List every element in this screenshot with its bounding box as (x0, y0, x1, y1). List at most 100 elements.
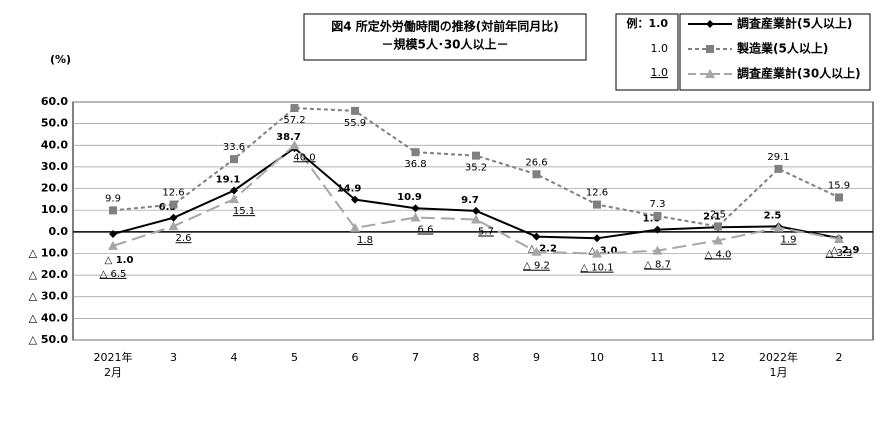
data-point (714, 222, 722, 231)
x-tick-label: 5 (291, 351, 298, 364)
data-point (229, 194, 239, 204)
data-label: 6.5 (159, 202, 177, 213)
x-tick-label: 2 (835, 351, 843, 364)
y-tick-label: △ 40.0 (29, 311, 69, 324)
x-tick-label: 11 (650, 351, 665, 364)
x-tick-label: 3 (170, 351, 177, 364)
data-point (109, 229, 117, 238)
data-point (834, 233, 844, 243)
x-tick-label: 7 (412, 351, 419, 364)
x-tick-label: 2022年 1月 (759, 351, 798, 379)
data-label: △ 2.9 (831, 245, 860, 256)
y-tick-label: 20.0 (41, 182, 68, 195)
series-line (112, 146, 840, 240)
data-point (411, 204, 420, 213)
data-label: △ 9.2 (523, 261, 550, 272)
data-point (411, 148, 420, 157)
data-label: 29.1 (767, 152, 789, 163)
legend-example-box (615, 13, 679, 91)
legend-example: 例：1.0 (627, 16, 669, 30)
y-tick-label: △ 10.0 (29, 246, 69, 259)
data-label: 26.6 (525, 157, 547, 168)
data-point (471, 214, 481, 224)
data-label: △ 1.0 (105, 255, 134, 266)
data-label: △ 3.3 (826, 248, 853, 259)
data-label: 10.9 (397, 192, 422, 203)
data-point (653, 212, 662, 221)
data-point (108, 240, 118, 250)
data-point (652, 245, 663, 255)
y-tick-label: △ 20.0 (29, 268, 69, 281)
data-point (350, 222, 360, 232)
legend-marker (705, 69, 715, 78)
data-label: △ 2.2 (528, 244, 557, 255)
data-label: 2.5 (710, 209, 726, 220)
data-point (410, 212, 421, 222)
data-point (109, 206, 117, 215)
data-point (290, 104, 299, 113)
data-label: △ 3.0 (589, 245, 618, 256)
data-point (653, 225, 662, 234)
data-label: 6.6 (418, 225, 434, 236)
legend-example: 1.0 (651, 66, 669, 79)
data-label: 5.7 (478, 226, 494, 237)
data-label: △ 4.0 (705, 249, 732, 260)
x-tick-label: 10 (590, 351, 604, 364)
data-label: 12.6 (162, 188, 184, 199)
x-tick-label: 4 (230, 351, 238, 364)
data-point (472, 151, 480, 160)
x-tick-label: 9 (533, 351, 540, 364)
data-point (230, 155, 238, 164)
y-tick-label: 30.0 (41, 160, 68, 173)
chart-subtitle: －規模5人･30人以上－ (381, 37, 508, 52)
data-point (472, 206, 480, 215)
data-label: 2.1 (703, 211, 721, 222)
data-label: 7.3 (650, 199, 666, 210)
data-point (351, 106, 359, 115)
data-point (773, 222, 784, 232)
data-label: 55.9 (344, 118, 366, 129)
data-point (593, 234, 601, 243)
data-label: 15.1 (233, 206, 255, 217)
data-label: 36.8 (404, 159, 426, 170)
data-label: △ 8.7 (644, 260, 671, 271)
chart-title: 図4 所定外労働時間の推移(対前年同月比) (331, 19, 559, 34)
data-point (774, 164, 783, 173)
y-tick-label: 50.0 (41, 117, 68, 130)
legend-label: 調査産業計(30人以上) (737, 66, 861, 81)
legend-example: 1.0 (651, 42, 669, 55)
y-tick-label: 0.0 (49, 225, 69, 238)
x-tick-label: 2021年 2月 (93, 351, 133, 379)
x-tick-label: 8 (472, 351, 480, 364)
y-axis-label: (%) (50, 53, 71, 66)
data-label: 40.0 (293, 152, 315, 163)
data-point (593, 200, 601, 209)
data-label: 2.5 (764, 210, 782, 221)
data-label: 33.6 (223, 142, 245, 153)
x-tick-label: 12 (711, 351, 725, 364)
data-label: 57.2 (283, 115, 305, 126)
data-label: 2.6 (176, 233, 192, 244)
data-label: △ 10.1 (580, 263, 613, 274)
data-point (168, 221, 179, 231)
y-tick-label: 60.0 (41, 95, 68, 108)
data-label: 35.2 (465, 163, 487, 174)
data-point (532, 232, 541, 241)
data-label: 1.9 (781, 235, 797, 246)
data-point (230, 186, 238, 195)
data-point (713, 235, 723, 245)
data-point (592, 248, 602, 258)
data-point (289, 140, 300, 150)
data-label: 9.7 (461, 195, 479, 206)
data-label: 1.0 (643, 214, 661, 225)
y-tick-label: 40.0 (41, 138, 68, 151)
legend-label: 製造業(5人以上) (736, 41, 828, 56)
y-tick-label: △ 50.0 (29, 333, 69, 346)
y-tick-label: 10.0 (41, 203, 68, 216)
title-box (303, 13, 587, 61)
data-label: △ 6.5 (100, 269, 127, 280)
data-point (532, 170, 541, 179)
legend-marker (706, 45, 714, 53)
